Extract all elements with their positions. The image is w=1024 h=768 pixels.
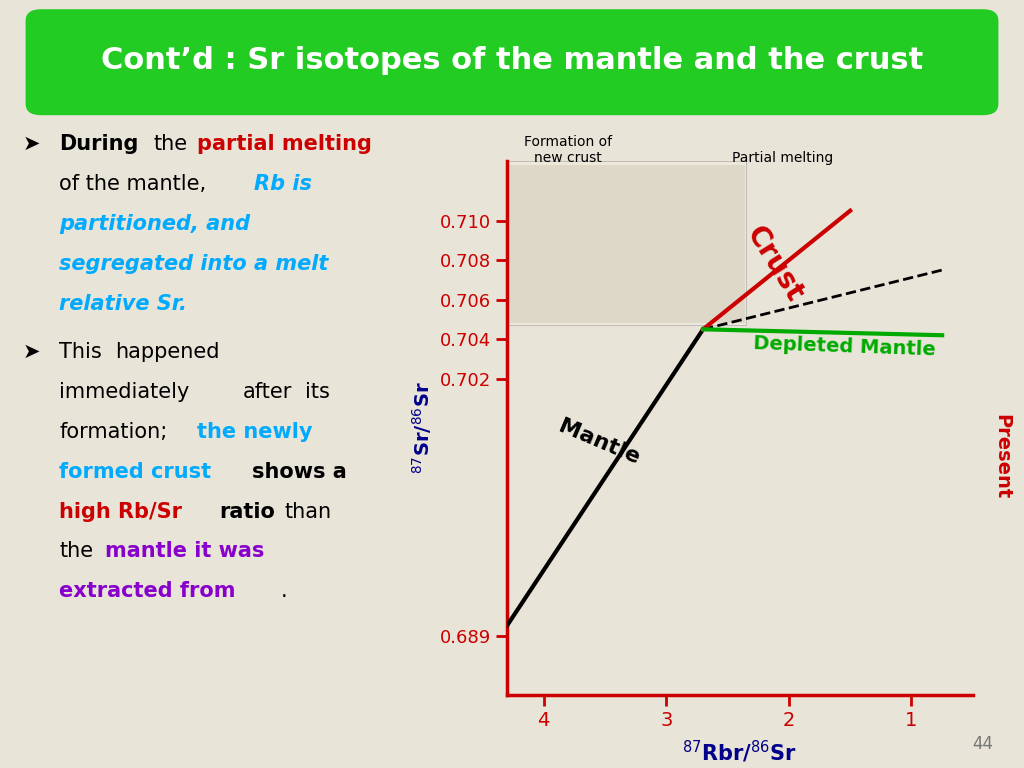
Text: high Rb/Sr: high Rb/Sr	[59, 502, 182, 521]
Text: of the mantle,: of the mantle,	[59, 174, 207, 194]
Text: after: after	[243, 382, 292, 402]
Text: Mantle: Mantle	[555, 416, 642, 468]
Text: happened: happened	[115, 342, 219, 362]
Text: Crust: Crust	[740, 221, 808, 307]
Text: formation;: formation;	[59, 422, 168, 442]
Text: the: the	[154, 134, 187, 154]
Text: the newly: the newly	[197, 422, 312, 442]
Y-axis label: $^{87}$Sr/$^{86}$Sr: $^{87}$Sr/$^{86}$Sr	[411, 382, 434, 475]
Text: ➤: ➤	[23, 342, 40, 362]
Text: the: the	[59, 541, 93, 561]
Text: relative Sr.: relative Sr.	[59, 294, 187, 314]
Text: .: .	[281, 581, 287, 601]
Bar	[501, 161, 745, 326]
Text: Present: Present	[992, 414, 1011, 500]
Text: Cont’d : Sr isotopes of the mantle and the crust: Cont’d : Sr isotopes of the mantle and t…	[101, 46, 923, 75]
Text: extracted from: extracted from	[59, 581, 236, 601]
X-axis label: $^{87}$Rbr/$^{86}$Sr: $^{87}$Rbr/$^{86}$Sr	[682, 738, 798, 765]
Text: partial melting: partial melting	[197, 134, 372, 154]
Text: Depleted Mantle: Depleted Mantle	[753, 334, 936, 359]
Text: Partial melting: Partial melting	[732, 151, 834, 165]
Text: than: than	[285, 502, 332, 521]
Text: Formation of
new crust: Formation of new crust	[524, 135, 612, 165]
Text: segregated into a melt: segregated into a melt	[59, 254, 329, 274]
Text: immediately: immediately	[59, 382, 189, 402]
Text: Rb is: Rb is	[254, 174, 312, 194]
Text: During: During	[59, 134, 139, 154]
FancyBboxPatch shape	[26, 9, 998, 115]
Text: partitioned, and: partitioned, and	[59, 214, 251, 234]
Text: its: its	[305, 382, 330, 402]
Text: mantle it was: mantle it was	[105, 541, 265, 561]
Text: This: This	[59, 342, 102, 362]
Text: formed crust: formed crust	[59, 462, 212, 482]
Text: shows a: shows a	[252, 462, 347, 482]
Text: ratio: ratio	[219, 502, 275, 521]
Text: 44: 44	[972, 735, 993, 753]
Bar	[502, 165, 744, 323]
Text: ➤: ➤	[23, 134, 40, 154]
